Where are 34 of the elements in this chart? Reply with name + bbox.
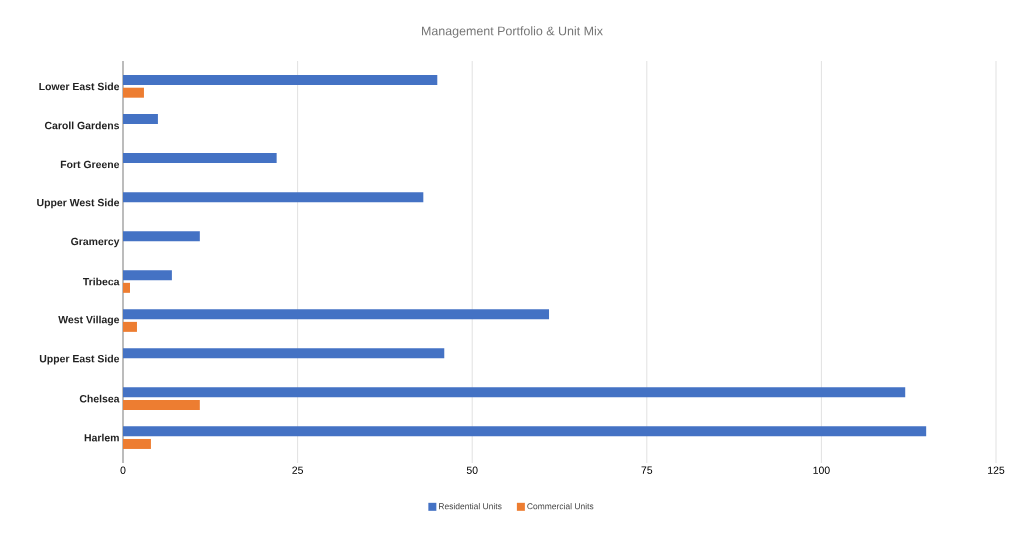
y-tick-label: Gramercy: [71, 237, 120, 248]
x-tick-label: 100: [813, 466, 830, 474]
chart-title: Management Portfolio & Unit Mix: [422, 26, 603, 38]
y-tick-label: Lower East Side: [39, 82, 120, 91]
bar: [123, 387, 906, 398]
bar: [123, 270, 172, 281]
y-tick-label: Tribeca: [82, 277, 120, 286]
bar: [123, 192, 424, 203]
y-tick-label: West Village: [58, 315, 120, 326]
bar: [123, 321, 137, 332]
bar: [123, 438, 151, 449]
y-tick-label: Upper West Side: [37, 198, 120, 209]
x-tick-label: 75: [641, 466, 653, 474]
y-tick-label: Harlem: [84, 433, 119, 442]
bar: [123, 75, 438, 86]
bar: [123, 231, 200, 242]
legend-label: Commercial Units: [527, 503, 594, 510]
x-tick-label: 0: [120, 466, 126, 474]
y-tick-label: Fort Greene: [60, 160, 120, 169]
legend-label: Residential Units: [439, 503, 502, 510]
y-tick-label: Chelsea: [79, 394, 120, 403]
bar: [123, 282, 130, 293]
bar: [123, 348, 445, 359]
bar: [123, 87, 144, 98]
bar: [123, 114, 158, 125]
bar: [123, 399, 200, 410]
bar: [123, 309, 550, 320]
x-tick-label: 50: [466, 466, 478, 474]
x-tick-label: 125: [988, 466, 1005, 474]
y-tick-label: Upper East Side: [39, 354, 120, 365]
bar: [123, 153, 277, 164]
x-tick-label: 25: [292, 466, 303, 474]
bar: [123, 426, 927, 437]
y-tick-label: Caroll Gardens: [44, 121, 120, 130]
